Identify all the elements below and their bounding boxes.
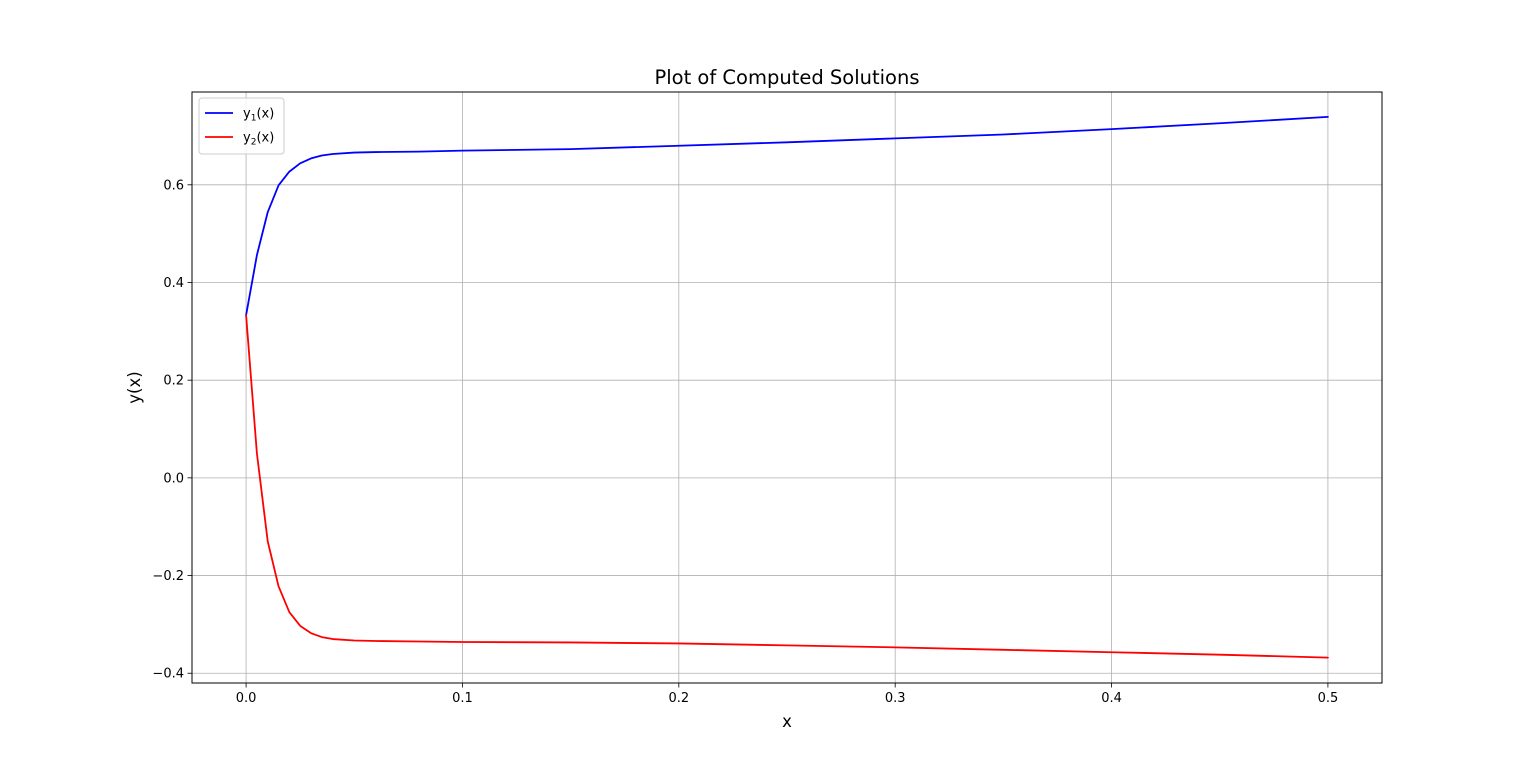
series-line-y1 bbox=[245, 116, 1329, 317]
legend-box bbox=[198, 97, 285, 155]
x-axis-title: x bbox=[782, 712, 792, 731]
x-tick-label: 0.0 bbox=[236, 691, 257, 706]
y-axis-title: y(x) bbox=[125, 371, 144, 403]
legend-label-y1: y1(x) bbox=[243, 107, 274, 124]
x-tick-label: 0.3 bbox=[885, 691, 906, 706]
y-tick-label: −0.4 bbox=[152, 667, 184, 682]
legend-label-subscript: 1 bbox=[251, 114, 257, 124]
y-tick-label: 0.6 bbox=[163, 178, 184, 193]
series-lines bbox=[245, 116, 1329, 659]
legend-label-suffix: (x) bbox=[256, 131, 274, 146]
legend-label-suffix: (x) bbox=[256, 107, 274, 122]
x-tick-label: 0.5 bbox=[1318, 691, 1339, 706]
y-tick-label: 0.0 bbox=[163, 471, 184, 486]
legend: y1(x)y2(x) bbox=[198, 97, 285, 155]
x-tick-label: 0.4 bbox=[1101, 691, 1122, 706]
legend-label-base: y bbox=[243, 107, 251, 122]
legend-label-subscript: 2 bbox=[251, 138, 257, 148]
x-tick-label: 0.2 bbox=[668, 691, 689, 706]
chart-title: Plot of Computed Solutions bbox=[654, 66, 919, 89]
series-line-y2 bbox=[245, 314, 1329, 659]
axes-frame bbox=[191, 91, 1383, 684]
y-tick-label: 0.2 bbox=[163, 374, 184, 389]
legend-label-base: y bbox=[243, 131, 251, 146]
legend-label-y2: y2(x) bbox=[243, 131, 274, 148]
grid-lines bbox=[192, 92, 1382, 683]
axis-ticks: 0.0 0.1 0.2 0.3 0.4 0.5 −0.4 −0.2 0.0 0.2 0.4 0.6 bbox=[152, 178, 1338, 706]
y-tick-label: −0.2 bbox=[152, 569, 184, 584]
y-tick-label: 0.4 bbox=[163, 276, 184, 291]
x-tick-label: 0.1 bbox=[452, 691, 473, 706]
